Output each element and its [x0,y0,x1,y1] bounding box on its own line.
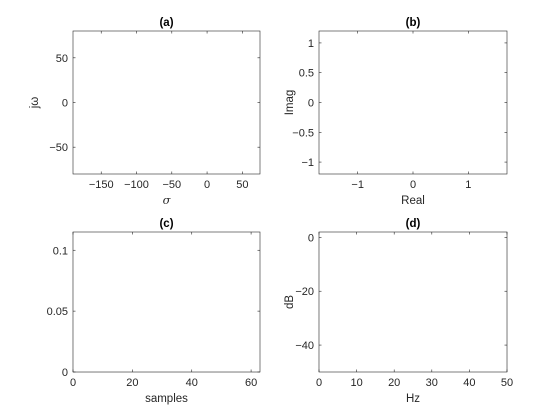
y-tick-label: −40 [295,340,314,352]
x-tick-label: 0 [204,179,210,191]
x-tick-label: 20 [388,377,400,389]
subplot-title: (c) [159,218,173,230]
x-tick-label: −100 [124,179,149,191]
subplot-b: −1 0 1 −1 −0.5 0 0.5 1 (b) Real Imag [284,17,508,207]
x-axis-label: Hz [406,393,420,405]
y-tick-label: 0 [62,367,68,379]
x-tick-label: 40 [463,377,475,389]
y-tick-label: 0 [308,98,314,110]
axes-box [318,30,508,175]
y-axis-label: Imag [284,90,296,116]
y-tick-label: 1 [308,38,314,50]
x-tick-label: 60 [245,377,257,389]
subplot-title: (d) [406,218,421,230]
x-tick-label: −150 [89,179,114,191]
x-tick-label: 30 [426,377,438,389]
x-tick-label: 50 [501,377,513,389]
y-tick-label: −1 [301,157,314,169]
x-axis-label: σ [163,193,172,207]
x-tick-label: 0 [410,179,416,191]
x-axis-label: samples [145,393,188,405]
x-tick-label: 1 [465,179,471,191]
x-tick-label: −1 [351,179,364,191]
y-tick-label: 0 [308,232,314,244]
axes-box [72,231,261,373]
x-tick-label: 40 [186,377,198,389]
y-tick-label: 0 [62,98,68,110]
y-tick-label: 0.5 [299,68,314,80]
y-tick-label: 50 [56,53,68,65]
x-tick-label: 0 [316,377,322,389]
y-tick-label: −50 [49,142,68,154]
subplot-title: (b) [406,17,421,29]
x-tick-label: 20 [126,377,138,389]
axes-box [72,30,261,175]
subplot-a: −150 −100 −50 0 50 −50 0 50 (a) σ jω [29,17,261,207]
subplot-c: 0 20 40 60 0 0.05 0.1 (c) samples [47,218,261,405]
y-tick-label: 0.05 [47,306,68,318]
y-axis-label: jω [29,97,41,110]
y-tick-label: −0.5 [292,127,314,139]
subplot-d: 0 10 20 30 40 50 −40 −20 0 (d) Hz dB [284,218,513,405]
axes-box [318,231,508,373]
x-tick-label: 50 [236,179,248,191]
x-axis-label: Real [401,195,425,207]
x-tick-label: 0 [70,377,76,389]
y-tick-label: 0.1 [53,245,68,257]
y-axis-label: dB [284,295,296,309]
x-tick-label: 10 [350,377,362,389]
subplot-title: (a) [159,17,173,29]
y-tick-label: −20 [295,286,314,298]
x-tick-label: −50 [162,179,181,191]
